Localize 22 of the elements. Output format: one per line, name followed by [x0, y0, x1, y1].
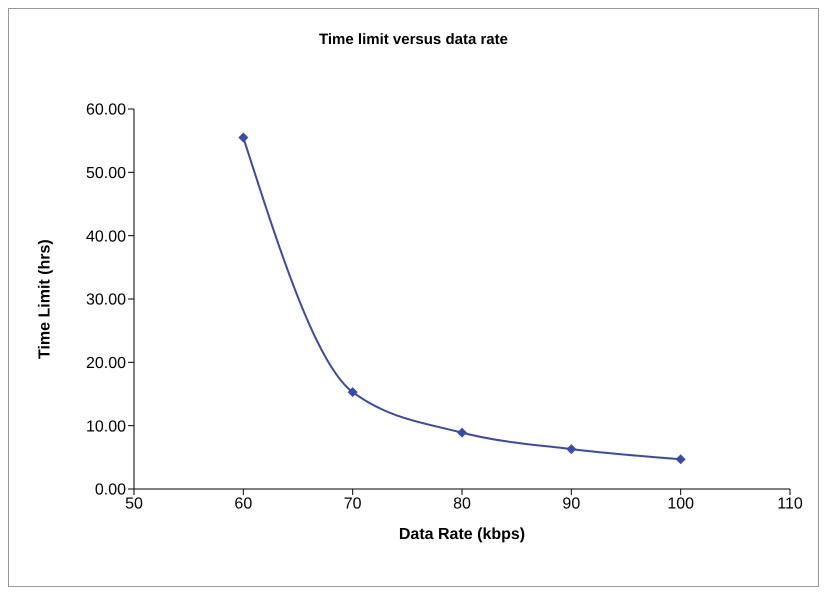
y-tick-label: 20.00 — [86, 355, 126, 372]
y-tick-label: 10.00 — [86, 418, 126, 436]
y-tick-label: 0.00 — [94, 482, 126, 499]
y-tick-label: 60.00 — [86, 102, 126, 119]
x-tick-label: 90 — [562, 495, 580, 512]
point — [566, 444, 576, 454]
point — [676, 454, 686, 464]
y-tick-label: 30.00 — [86, 292, 126, 309]
x-tick-label: 70 — [344, 495, 362, 512]
x-tick-label: 100 — [667, 495, 694, 512]
x-tick-label: 110 — [777, 495, 803, 512]
y-tick-label: 40.00 — [86, 228, 126, 246]
point — [348, 387, 358, 398]
y-tick-label: 50.00 — [86, 165, 126, 182]
x-tick-label: 60 — [234, 495, 252, 512]
x-axis-title: Data Rate (kbps) — [398, 526, 526, 543]
chart-title: Time limit versus data rate — [318, 31, 509, 48]
point — [238, 132, 248, 142]
x-tick-label: 50 — [125, 495, 143, 512]
y-axis-title: Time Limit (hrs) — [36, 239, 54, 359]
x-tick-label: 80 — [453, 495, 471, 512]
point — [457, 428, 467, 438]
